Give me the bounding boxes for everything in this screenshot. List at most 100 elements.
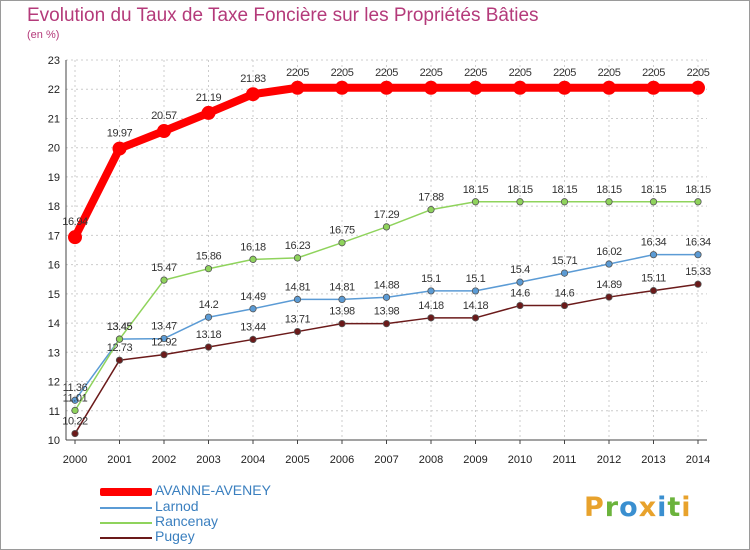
data-point	[382, 223, 391, 231]
data-point	[471, 198, 480, 206]
data-label: 16.18	[240, 241, 266, 253]
y-tick-label: 21	[48, 113, 60, 125]
data-label: 21.83	[240, 73, 266, 85]
data-point	[691, 80, 705, 95]
data-label: 18.15	[596, 184, 622, 196]
data-label: 13.45	[107, 321, 133, 333]
legend-swatch-larnod	[100, 507, 152, 509]
data-label: 14.89	[596, 279, 622, 291]
data-label: 13.98	[374, 306, 400, 318]
x-tick-label: 2009	[463, 454, 487, 466]
legend-swatch-rancenay	[100, 522, 152, 524]
data-label: 2205	[464, 67, 487, 79]
data-point	[516, 198, 524, 206]
data-point	[249, 335, 257, 344]
data-label: 18.15	[507, 184, 533, 196]
data-label: 15.33	[685, 266, 711, 278]
logo-letter: P	[584, 492, 605, 523]
data-label: 13.98	[329, 306, 355, 318]
data-point	[338, 239, 346, 247]
data-point	[71, 429, 79, 438]
chart-title: Evolution du Taux de Taxe Foncière sur l…	[27, 5, 539, 26]
data-point	[290, 80, 305, 95]
data-label: 13.47	[151, 321, 177, 333]
data-label: 15.86	[196, 251, 222, 263]
data-label: 2205	[331, 67, 354, 79]
data-point	[293, 327, 302, 336]
data-label: 14.49	[240, 291, 266, 303]
legend-label-larnod: Larnod	[155, 498, 199, 514]
logo-letter: o	[619, 492, 639, 523]
x-tick-label: 2014	[686, 454, 710, 466]
data-label: 19.97	[107, 128, 133, 140]
data-point	[694, 280, 702, 288]
y-tick-label: 23	[48, 55, 60, 67]
data-label: 2205	[509, 67, 532, 79]
data-label: 2205	[286, 67, 309, 79]
data-label: 18.15	[641, 184, 667, 196]
data-point	[471, 287, 480, 295]
data-point	[115, 356, 124, 364]
x-tick-label: 2010	[508, 454, 532, 466]
data-point	[560, 301, 569, 310]
data-point	[338, 295, 346, 303]
data-point	[649, 287, 658, 295]
data-label: 13.45	[107, 321, 133, 333]
data-point	[427, 314, 435, 322]
data-label: 14.6	[510, 288, 530, 300]
data-label: 14.18	[418, 300, 444, 312]
data-label: 13.18	[196, 329, 222, 341]
logo-letter: x	[638, 492, 658, 523]
data-label: 18.15	[463, 184, 489, 196]
data-label: 11.01	[63, 392, 88, 404]
data-label: 14.88	[374, 279, 400, 291]
logo-letter: i	[657, 492, 668, 523]
x-tick-label: 2007	[374, 454, 398, 466]
legend-swatch-avanne-aveney	[100, 488, 152, 496]
data-label: 2205	[687, 67, 710, 79]
y-tick-label: 18	[48, 201, 60, 213]
data-point	[649, 198, 658, 206]
logo-letter: i	[681, 492, 692, 523]
x-tick-label: 2006	[330, 454, 354, 466]
x-tick-label: 2012	[597, 454, 621, 466]
y-tick-label: 12	[48, 377, 60, 389]
data-point	[471, 314, 480, 322]
data-label: 16.34	[685, 237, 711, 249]
data-point	[605, 198, 613, 206]
data-label: 18.15	[552, 184, 578, 196]
data-point	[335, 80, 349, 95]
x-tick-label: 2003	[196, 454, 220, 466]
legend-label-pugey: Pugey	[155, 528, 195, 544]
data-label: 14.2	[199, 299, 219, 311]
data-label: 16.23	[285, 240, 311, 252]
data-label: 18.15	[685, 184, 711, 196]
legend-label-rancenay: Rancenay	[155, 513, 219, 529]
data-label: 12.92	[151, 337, 177, 349]
data-point	[427, 287, 435, 295]
data-label: 20.57	[151, 110, 177, 122]
data-label: 2205	[598, 67, 621, 79]
data-point	[160, 276, 168, 284]
legend-swatch-pugey	[100, 537, 152, 539]
data-label: 16.02	[596, 246, 622, 258]
data-point	[249, 255, 257, 263]
data-point	[293, 254, 302, 262]
data-point	[160, 351, 168, 359]
x-tick-label: 2008	[419, 454, 443, 466]
data-point	[112, 141, 127, 156]
y-tick-label: 11	[49, 406, 60, 418]
data-label: 15.71	[552, 255, 578, 267]
data-point	[338, 320, 346, 328]
data-label: 15.4	[510, 264, 530, 276]
data-point	[694, 251, 702, 259]
y-tick-label: 14	[48, 318, 60, 330]
x-tick-label: 2005	[285, 454, 309, 466]
proxiti-logo: Proxiti	[584, 492, 692, 523]
y-tick-label: 13	[48, 347, 60, 359]
data-label: 16.34	[641, 237, 667, 249]
data-point	[516, 278, 524, 286]
data-point	[293, 295, 302, 303]
data-point	[513, 80, 527, 95]
